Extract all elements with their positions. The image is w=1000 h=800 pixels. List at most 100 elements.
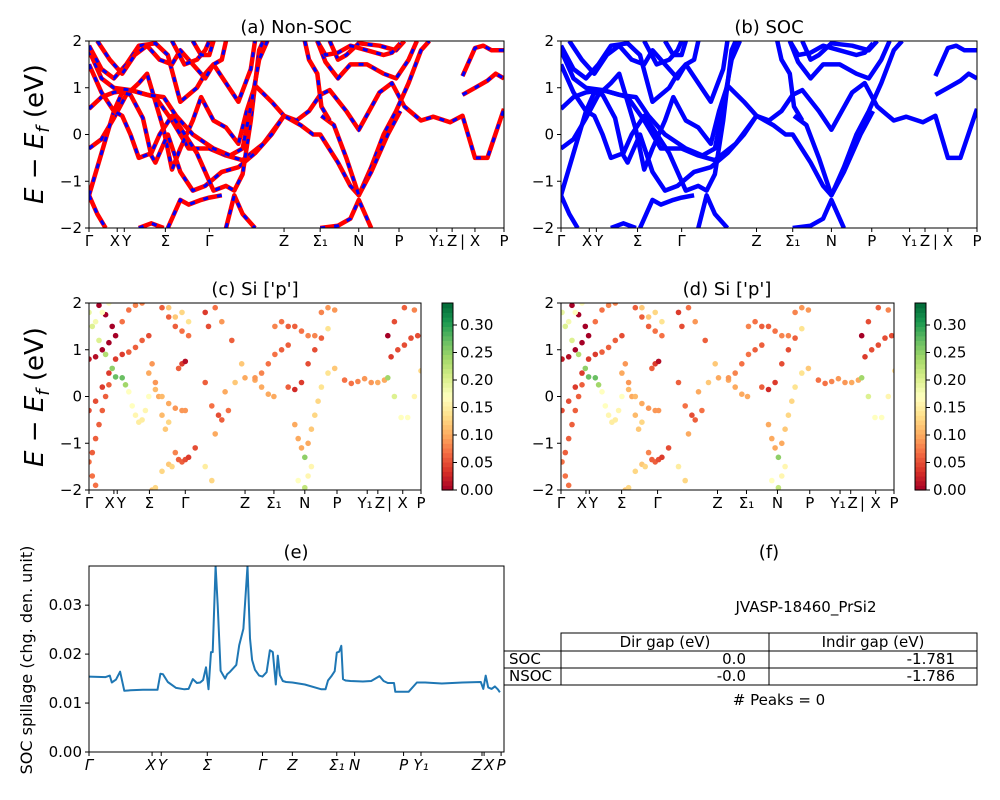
- colorbar: 0.00 0.05 0.10 0.15 0.20 0.25 0.30: [914, 302, 966, 499]
- x-tick-label: N: [299, 494, 310, 512]
- projection-point: [295, 435, 302, 442]
- colorbar-segment: [915, 471, 926, 477]
- x-tick-label: X: [470, 232, 480, 250]
- projection-point: [759, 384, 765, 390]
- projection-point: [298, 328, 305, 334]
- y-tick-label: 1: [544, 341, 554, 359]
- x-tick-label: Σ: [145, 494, 154, 512]
- projection-point: [872, 414, 878, 421]
- projection-point: [295, 477, 302, 484]
- y-tick-label: 1: [544, 79, 554, 97]
- projection-point: [152, 379, 159, 386]
- projection-point: [785, 332, 792, 339]
- x-tick-label: P: [399, 756, 409, 774]
- band-line-soc-overlay: [320, 110, 402, 200]
- colorbar: 0.00 0.05 0.10 0.15 0.20 0.25 0.30: [441, 302, 493, 499]
- band-line-soc-overlay: [138, 221, 165, 228]
- projection-point: [565, 354, 572, 360]
- colorbar-segment: [915, 317, 926, 323]
- colorbar-segment: [915, 359, 926, 365]
- projection-point: [132, 412, 139, 419]
- projection-point: [92, 318, 99, 325]
- projection-point: [265, 391, 272, 398]
- projection-point: [162, 426, 169, 433]
- colorbar-segment: [442, 335, 453, 341]
- projection-point: [302, 454, 308, 461]
- y-tick-label: 0.00: [49, 743, 82, 761]
- projection-point: [639, 304, 645, 311]
- projection-point: [298, 445, 305, 451]
- projection-point: [862, 354, 868, 360]
- panel-d-title: (d) Si ['p']: [683, 279, 772, 300]
- x-tick-label: Z: [920, 232, 930, 250]
- x-tick-label: Σ: [203, 756, 213, 774]
- x-tick-label: Z: [471, 756, 483, 774]
- projection-point: [605, 303, 612, 309]
- projection-point: [325, 325, 331, 332]
- projection-point: [579, 339, 585, 346]
- projection-point: [165, 304, 172, 311]
- projection-point: [745, 323, 752, 330]
- projection-point: [579, 370, 585, 376]
- projection-point: [139, 337, 145, 344]
- projection-point: [278, 347, 285, 353]
- projection-point: [212, 431, 218, 437]
- band-line-soc-overlay: [89, 41, 265, 193]
- colorbar-segment: [442, 452, 453, 458]
- colorbar-tick-label: 0.15: [460, 399, 493, 417]
- projection-point: [685, 431, 692, 437]
- projection-point: [126, 389, 132, 395]
- projection-point: [815, 377, 822, 383]
- band-line-soc: [567, 41, 701, 81]
- projection-point: [625, 386, 632, 393]
- projection-point: [715, 375, 722, 381]
- colorbar-tick-label: 0.30: [460, 316, 493, 334]
- projection-point: [585, 374, 592, 380]
- y-tick-label: −1: [60, 172, 82, 190]
- x-tick-label: X: [483, 756, 495, 774]
- projection-point: [308, 426, 315, 433]
- projection-point: [679, 323, 685, 330]
- projection-point: [185, 318, 192, 325]
- projection-point: [772, 445, 778, 451]
- projection-point: [278, 318, 285, 325]
- projection-point: [744, 393, 751, 400]
- projection-point: [99, 347, 106, 353]
- x-tick-label: Z: [848, 494, 858, 512]
- projection-point: [779, 440, 785, 447]
- panel-b-plot: 210−1−2Γ X Y Σ Γ Z Σ₁ N P Y₁ Z | X P: [532, 32, 982, 250]
- panel-e-plot: 0.000.010.020.03Γ X Y Σ Γ Z Σ₁ N P Y₁ Z X P: [49, 565, 507, 774]
- projection-point: [725, 375, 732, 381]
- projection-point: [569, 421, 575, 428]
- projection-point: [799, 325, 805, 332]
- projection-point: [89, 459, 92, 465]
- colorbar-segment: [442, 326, 453, 332]
- band-line-nonsoc: [95, 41, 229, 81]
- y-tick-label: 0: [72, 388, 82, 406]
- panel-b-title: (b) SOC: [734, 17, 803, 38]
- colorbar-segment: [915, 312, 926, 318]
- colorbar-segment: [442, 382, 453, 388]
- projection-point: [219, 417, 225, 423]
- projection-point: [649, 365, 655, 372]
- projection-point: [318, 335, 325, 341]
- colorbar-segment: [915, 373, 926, 379]
- projection-point: [705, 379, 712, 386]
- x-tick-label: Y₁: [357, 494, 373, 512]
- colorbar-segment: [915, 410, 926, 416]
- colorbar-segment: [915, 405, 926, 412]
- panel-c-ylabel: E − Ef (eV): [20, 327, 54, 467]
- colorbar-frame: [914, 302, 927, 491]
- colorbar-segment: [442, 461, 453, 468]
- projection-point: [842, 379, 848, 386]
- x-tick-label: Σ: [161, 232, 170, 250]
- colorbar-segment: [915, 335, 926, 341]
- band-line-soc-overlay: [89, 88, 286, 162]
- projection-point: [229, 337, 235, 344]
- projection-point: [692, 318, 698, 325]
- projection-point: [159, 412, 165, 419]
- projection-point: [619, 370, 625, 376]
- colorbar-segment: [442, 401, 453, 407]
- y-tick-label: 0: [544, 126, 554, 144]
